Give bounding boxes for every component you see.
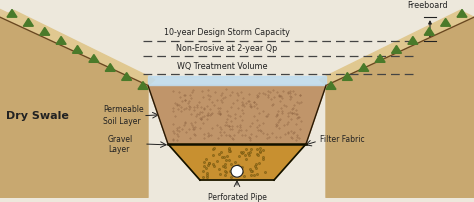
Polygon shape <box>105 64 115 72</box>
Polygon shape <box>0 18 148 86</box>
Text: Soil Layer: Soil Layer <box>103 117 141 125</box>
Polygon shape <box>148 86 326 144</box>
Polygon shape <box>73 46 82 54</box>
Polygon shape <box>319 11 474 86</box>
Polygon shape <box>89 55 99 63</box>
Polygon shape <box>168 144 306 180</box>
Text: WQ Treatment Volume: WQ Treatment Volume <box>177 62 267 70</box>
Polygon shape <box>122 73 132 81</box>
Text: Freeboard: Freeboard <box>408 1 448 10</box>
Polygon shape <box>457 10 467 18</box>
Polygon shape <box>408 37 418 45</box>
Polygon shape <box>424 28 434 36</box>
Polygon shape <box>441 19 451 27</box>
Polygon shape <box>392 46 401 54</box>
Polygon shape <box>56 37 66 45</box>
Text: Filter Fabric: Filter Fabric <box>320 134 365 143</box>
Polygon shape <box>138 82 148 90</box>
Polygon shape <box>23 19 33 27</box>
Text: Permeable: Permeable <box>103 105 144 114</box>
Polygon shape <box>342 73 352 81</box>
Polygon shape <box>359 64 369 72</box>
Polygon shape <box>375 55 385 63</box>
Polygon shape <box>148 76 326 86</box>
Text: Perforated Pipe: Perforated Pipe <box>208 192 266 201</box>
Text: 10-year Design Storm Capacity: 10-year Design Storm Capacity <box>164 28 290 37</box>
Polygon shape <box>40 28 50 36</box>
Polygon shape <box>0 10 148 86</box>
Polygon shape <box>0 11 155 86</box>
Polygon shape <box>326 82 336 90</box>
Polygon shape <box>0 18 148 198</box>
Polygon shape <box>326 18 474 198</box>
Polygon shape <box>7 10 17 18</box>
Text: Layer: Layer <box>108 145 129 154</box>
Circle shape <box>231 166 243 177</box>
Text: Gravel: Gravel <box>108 134 133 143</box>
Text: Non-Erosive at 2-year Qp: Non-Erosive at 2-year Qp <box>176 44 278 53</box>
Text: Dry Swale: Dry Swale <box>6 110 69 120</box>
